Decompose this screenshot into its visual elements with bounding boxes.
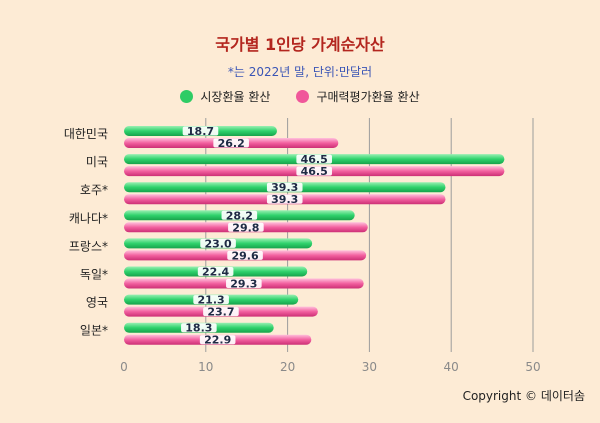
legend-label: 시장환율 환산 (200, 90, 271, 104)
value-label-bg (199, 335, 236, 345)
category-label: 대한민국 (64, 127, 108, 141)
legend-item-ppp-rate[interactable]: 구매력평가환율 환산 (296, 88, 420, 105)
value-label: 28.2 (226, 209, 253, 222)
value-label: 39.3 (271, 181, 298, 194)
value-label: 46.5 (301, 153, 328, 166)
legend-item-market-rate[interactable]: 시장환율 환산 (180, 88, 270, 105)
x-tick-label: 50 (525, 360, 540, 374)
value-label-bg (213, 138, 249, 148)
chart-subtitle: *는 2022년 말, 단위:만달러 (227, 65, 373, 79)
value-label: 39.3 (271, 193, 298, 206)
value-label: 22.4 (202, 266, 229, 279)
value-label-bg (266, 194, 303, 204)
chart-title: 국가별 1인당 가계순자산 (215, 35, 385, 54)
value-label: 22.9 (204, 334, 231, 347)
value-label: 29.8 (232, 221, 259, 234)
category-label: 영국 (86, 296, 108, 310)
value-label-bg (266, 182, 303, 192)
category-label: 캐나다* (69, 211, 108, 225)
value-label-bg (181, 323, 217, 333)
value-label-bg (221, 210, 258, 220)
value-label-bg (182, 126, 219, 136)
value-label-bg (296, 166, 332, 176)
value-label: 21.3 (198, 294, 225, 307)
value-label: 46.5 (301, 165, 328, 178)
value-label: 29.6 (231, 249, 258, 262)
category-label: 프랑스* (69, 239, 108, 253)
legend-label: 구매력평가환율 환산 (316, 90, 420, 104)
category-label: 독일* (80, 268, 108, 282)
chart-legend: 시장환율 환산 구매력평가환율 환산 (0, 88, 600, 105)
value-label: 23.7 (207, 306, 234, 319)
x-tick-label: 20 (280, 360, 295, 374)
value-label-bg (296, 154, 332, 164)
value-label-bg (227, 250, 263, 260)
value-label-bg (226, 279, 262, 288)
value-label: 26.2 (218, 137, 245, 150)
value-label: 29.3 (230, 278, 257, 291)
x-tick-label: 40 (444, 360, 459, 374)
value-label: 18.7 (187, 125, 214, 138)
x-tick-label: 30 (362, 360, 377, 374)
category-label: 미국 (86, 155, 108, 169)
value-label-bg (228, 222, 264, 232)
value-label-bg (193, 295, 229, 305)
value-label-bg (200, 238, 236, 248)
copyright-text: Copyright © 데이터솜 (462, 389, 585, 403)
category-label: 일본* (80, 324, 108, 338)
x-tick-label: 0 (120, 360, 128, 374)
legend-swatch-green (180, 90, 194, 103)
value-label: 18.3 (185, 322, 212, 335)
value-label: 23.0 (204, 237, 231, 250)
x-tick-label: 10 (198, 360, 213, 374)
value-label-bg (203, 307, 239, 317)
legend-swatch-pink (296, 90, 310, 103)
category-label: 호주* (80, 183, 108, 197)
value-label-bg (197, 267, 234, 276)
